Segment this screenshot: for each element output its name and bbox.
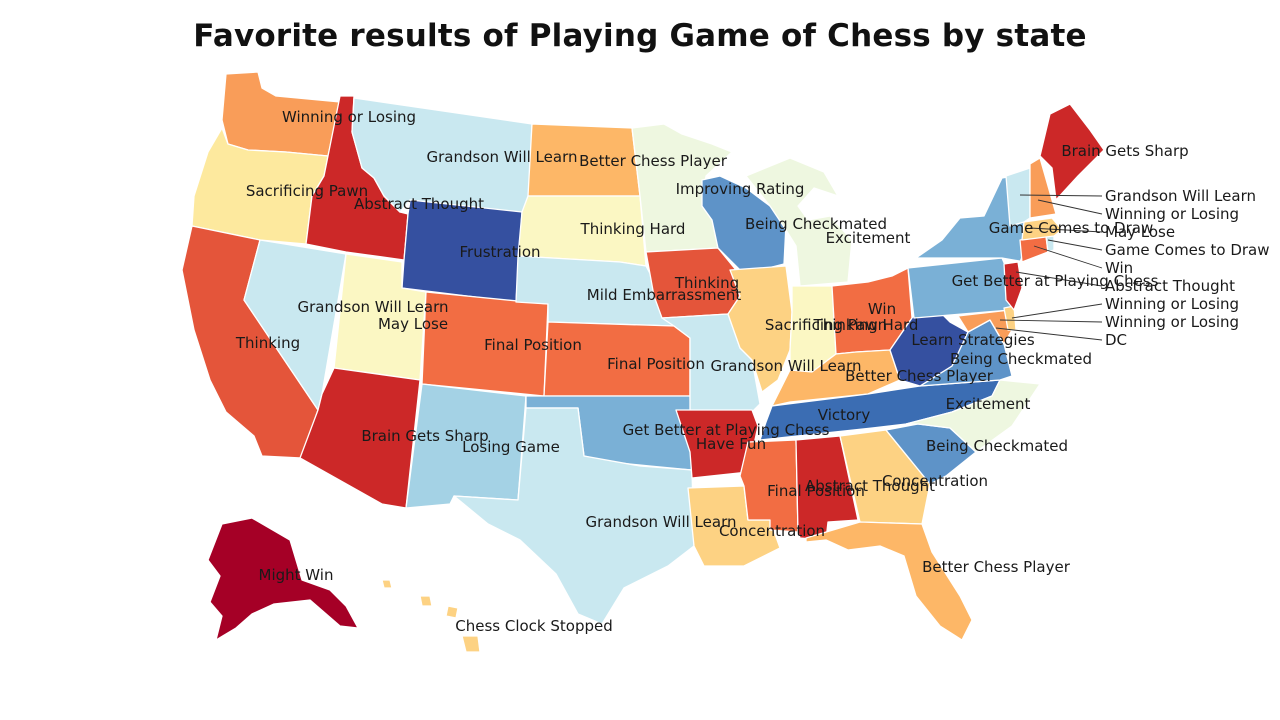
label-ms: Final Position: [767, 482, 865, 500]
label-nc: Excitement: [946, 395, 1031, 413]
label-wa: Winning or Losing: [282, 108, 416, 126]
callout-label-nh: Winning or Losing: [1105, 205, 1239, 223]
label-ga: Concentration: [882, 472, 988, 490]
state-vt[interactable]: [1005, 167, 1031, 227]
label-ky: Better Chess Player: [845, 367, 994, 385]
label-ak: Might Win: [259, 566, 334, 584]
label-nm: Losing Game: [462, 438, 560, 456]
label-hi: Chess Clock Stopped: [455, 617, 613, 635]
state-hi[interactable]: [381, 579, 481, 653]
label-mo: Grandson Will Learn: [711, 357, 862, 375]
state-mi[interactable]: [745, 157, 853, 287]
label-in: Thinking Hard: [813, 316, 919, 334]
label-va: Being Checkmated: [950, 350, 1092, 368]
label-mi: Excitement: [826, 229, 911, 247]
label-co: Final Position: [484, 336, 582, 354]
callout-label-de: Winning or Losing: [1105, 295, 1239, 313]
state-nc[interactable]: [905, 379, 1041, 453]
state-fl[interactable]: [805, 521, 973, 641]
callout-label-ma: May Lose: [1105, 223, 1175, 241]
label-ut: May Lose: [378, 315, 448, 333]
label-ny: Game Comes to Draw: [989, 219, 1154, 237]
label-fl: Better Chess Player: [922, 558, 1071, 576]
state-nj[interactable]: [1003, 261, 1023, 311]
label-ks: Final Position: [607, 355, 705, 373]
label-tn: Victory: [818, 406, 871, 424]
label-tx: Grandson Will Learn: [586, 513, 737, 531]
state-il[interactable]: [727, 265, 793, 393]
label-mt: Grandson Will Learn: [427, 148, 578, 166]
callout-lines: [995, 194, 1103, 341]
callout-label-ct: Win: [1105, 259, 1133, 277]
chart-title: Favorite results of Playing Game of Ches…: [193, 18, 1087, 54]
callout-label-md: Winning or Losing: [1105, 313, 1239, 331]
state-az[interactable]: [299, 367, 421, 509]
label-sc: Being Checkmated: [926, 437, 1068, 455]
callout-label-ri: Game Comes to Draw: [1105, 241, 1270, 259]
callout-label-vt: Grandson Will Learn: [1105, 187, 1256, 205]
label-wv: Learn Strategies: [911, 331, 1034, 349]
label-az: Brain Gets Sharp: [361, 427, 488, 445]
state-me[interactable]: [1039, 103, 1105, 201]
label-ne: Mild Embarrassment: [587, 286, 742, 304]
callout-label-dc: DC: [1105, 331, 1127, 349]
label-or: Sacrificing Pawn: [246, 182, 368, 200]
label-ca: Thinking: [235, 334, 300, 352]
state-wi[interactable]: [701, 175, 787, 275]
label-al: Abstract Thought: [805, 477, 935, 495]
label-pa: Get Better at Playing Chess: [952, 272, 1159, 290]
label-me: Brain Gets Sharp: [1061, 142, 1188, 160]
state-ga[interactable]: [839, 429, 931, 525]
state-nh[interactable]: [1029, 157, 1057, 219]
label-ok: Get Better at Playing Chess: [623, 421, 830, 439]
label-nd: Better Chess Player: [579, 152, 728, 170]
callout-label-nj: Abstract Thought: [1105, 277, 1235, 295]
label-mn: Improving Rating: [676, 180, 805, 198]
state-ri[interactable]: [1045, 235, 1055, 253]
label-ar: Have Fun: [696, 435, 766, 453]
label-wy: Frustration: [460, 243, 541, 261]
state-ak[interactable]: [207, 517, 359, 641]
label-oh: Win: [868, 300, 896, 318]
label-ut2: Grandson Will Learn: [298, 298, 449, 316]
label-wi: Being Checkmated: [745, 215, 887, 233]
state-tx[interactable]: [453, 407, 695, 625]
label-sd: Thinking Hard: [580, 220, 686, 238]
label-id: Abstract Thought: [354, 195, 484, 213]
label-la: Concentration: [719, 522, 825, 540]
label-il: Sacrificing Pawn: [765, 316, 887, 334]
label-ia: Thinking: [674, 274, 739, 292]
